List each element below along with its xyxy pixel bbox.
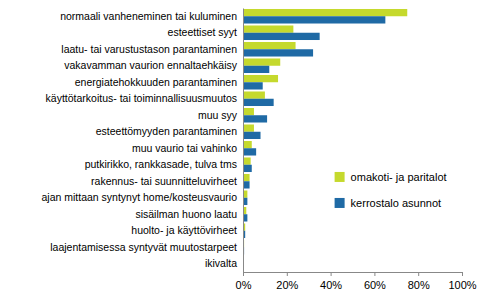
series (243, 9, 407, 264)
bar (243, 141, 252, 148)
axis-line (243, 9, 244, 273)
tick-mark (331, 272, 332, 276)
legend-item: kerrostalo asunnot (335, 197, 442, 209)
tick-label: 20% (276, 279, 298, 291)
tick-label: 80% (408, 279, 430, 291)
axis-line (244, 273, 463, 277)
tick: huolto- ja käyttövirheet (131, 224, 243, 236)
bar (243, 58, 280, 65)
category-label: käyttötarkoitus- tai toiminnallisuusmuut… (46, 92, 237, 104)
series (243, 16, 385, 271)
bar (243, 132, 261, 139)
tick: muu vaurio tai vahinko (132, 142, 243, 154)
y-axis: normaali vanheneminen tai kuluminen estee… (41, 9, 243, 273)
category-label: esteettömyyden parantaminen (96, 125, 237, 137)
tick-mark (374, 272, 375, 276)
tick: ikivalta (205, 257, 243, 269)
bar (243, 124, 254, 131)
tick-label: 0% (236, 279, 252, 291)
bars (243, 9, 407, 271)
bar (243, 91, 265, 98)
tick: rakennus- tai suunnitteluvirheet (91, 175, 243, 187)
category-label: vakavamman vaurion ennaltaehkäisy (64, 59, 238, 71)
legend: omakoti- ja paritalot kerrostalo asunnot (335, 171, 447, 209)
legend-swatch (335, 198, 345, 208)
category-label: ajan mittaan syntynyt home/kosteusvaurio (41, 191, 237, 203)
tick: normaali vanheneminen tai kuluminen (60, 10, 243, 22)
chart: 0% 20% 40% 60% 80% 100% normaali vanheneminen … (0, 0, 491, 302)
tick: esteettiset syyt (168, 26, 243, 38)
bar (243, 115, 267, 122)
legend-swatch (335, 172, 345, 182)
tick: energiatehokkuuden parantaminen (75, 76, 243, 88)
bar (243, 165, 252, 172)
tick-label: 40% (320, 279, 342, 291)
category-label: laajentamisessa syntyvät muutostarpeet (50, 241, 237, 253)
bar (243, 9, 407, 16)
tick: laajentamisessa syntyvät muutostarpeet (50, 241, 243, 253)
bar (243, 148, 256, 155)
tick: 40% (320, 272, 342, 291)
category-label: muu syy (198, 109, 238, 121)
bar (243, 99, 274, 106)
tick-mark (243, 272, 244, 276)
tick: 100% (448, 272, 476, 291)
category-label: laatu- tai varustustason parantaminen (61, 43, 237, 55)
tick: laatu- tai varustustason parantaminen (61, 43, 243, 55)
category-label: energiatehokkuuden parantaminen (75, 76, 237, 88)
legend-label: omakoti- ja paritalot (351, 171, 447, 183)
bar (243, 66, 269, 73)
category-label: rakennus- tai suunnitteluvirheet (91, 175, 237, 187)
tick: putkirikko, rankkasade, tulva tms (85, 158, 243, 170)
bar (243, 82, 263, 89)
tick: 60% (364, 272, 386, 291)
legend-item: omakoti- ja paritalot (335, 171, 447, 183)
tick: vakavamman vaurion ennaltaehkäisy (64, 59, 243, 71)
tick: muu syy (198, 109, 243, 121)
plot: 0% 20% 40% 60% 80% 100% normaali vanheneminen … (41, 9, 476, 291)
legend-label: kerrostalo asunnot (351, 197, 442, 209)
bar (243, 75, 278, 82)
tick-mark (462, 272, 463, 276)
tick: ajan mittaan syntynyt home/kosteusvaurio (41, 191, 243, 203)
category-label: ikivalta (205, 257, 237, 269)
tick: 20% (276, 272, 298, 291)
x-axis: 0% 20% 40% 60% 80% 100% (236, 272, 477, 291)
tick-label: 60% (364, 279, 386, 291)
tick-mark (287, 272, 288, 276)
tick: käyttötarkoitus- tai toiminnallisuusmuut… (46, 92, 243, 104)
tick: 80% (408, 272, 430, 291)
category-label: esteettiset syyt (168, 26, 238, 38)
tick: esteettömyyden parantaminen (96, 125, 243, 137)
tick-label: 100% (448, 279, 476, 291)
bar (243, 157, 251, 164)
bar (243, 16, 385, 23)
bar (243, 25, 293, 32)
category-label: normaali vanheneminen tai kuluminen (60, 10, 237, 22)
category-label: muu vaurio tai vahinko (132, 142, 237, 154)
category-label: putkirikko, rankkasade, tulva tms (85, 158, 237, 170)
tick: 0% (236, 272, 252, 291)
bar (243, 42, 296, 49)
bar (243, 49, 313, 56)
bar (243, 108, 254, 115)
category-label: sisäilman huono laatu (135, 208, 237, 220)
tick-mark (418, 272, 419, 276)
tick: sisäilman huono laatu (135, 208, 243, 220)
category-label: huolto- ja käyttövirheet (131, 224, 237, 236)
bar (243, 33, 320, 40)
